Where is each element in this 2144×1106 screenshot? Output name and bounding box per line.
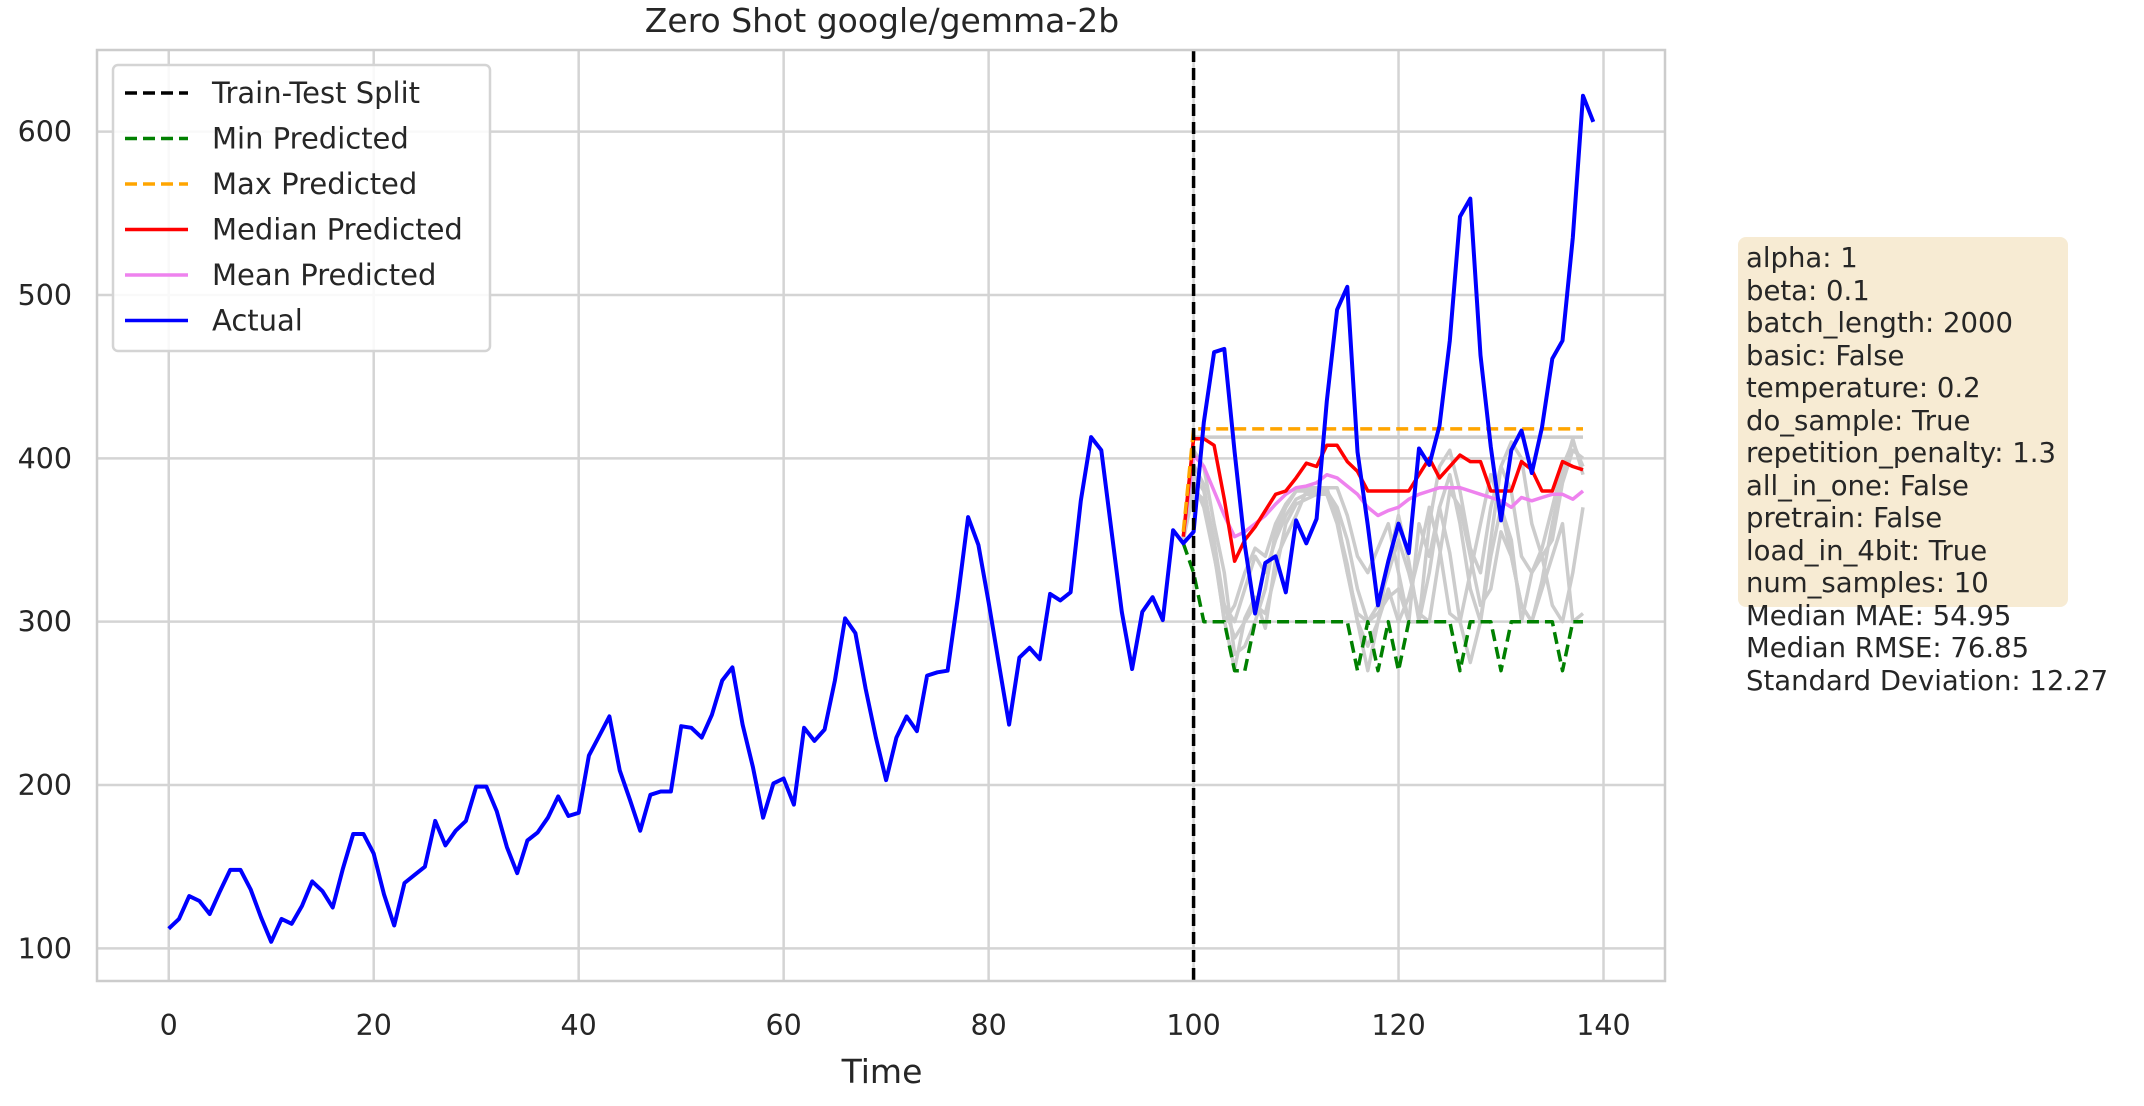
parameter-line: Median MAE: 54.95 bbox=[1746, 599, 2012, 632]
parameters-box bbox=[1738, 237, 2068, 607]
parameter-line: Standard Deviation: 12.27 bbox=[1746, 664, 2109, 697]
x-tick-label: 20 bbox=[356, 1009, 392, 1042]
parameter-line: beta: 0.1 bbox=[1746, 274, 1870, 307]
parameters-list: alpha: 1 beta: 0.1 batch_length: 2000 basic… bbox=[1746, 242, 2108, 697]
median-predicted-line bbox=[1181, 436, 1584, 563]
x-tick-label: 140 bbox=[1576, 1009, 1630, 1042]
legend-box bbox=[111, 63, 492, 353]
mean-predicted-line bbox=[1181, 453, 1585, 539]
parameter-line: all_in_one: False bbox=[1746, 469, 1969, 502]
y-tick-label: 600 bbox=[18, 116, 72, 149]
parameter-line: num_samples: 10 bbox=[1746, 567, 1989, 599]
y-tick-label: 300 bbox=[18, 606, 72, 639]
sample-prediction-lines bbox=[1181, 435, 1585, 673]
legend-label: Min Predicted bbox=[212, 122, 409, 156]
sample-prediction-line bbox=[1181, 463, 1585, 673]
x-tick-labels: 0 20 40 60 80 100 120 140 bbox=[160, 1009, 1631, 1042]
y-tick-label: 200 bbox=[18, 769, 72, 802]
plot-frame bbox=[95, 48, 1667, 983]
y-tick-labels: 100 200 300 400 500 600 bbox=[18, 116, 72, 966]
parameter-line: do_sample: True bbox=[1746, 404, 1971, 437]
parameter-line: temperature: 0.2 bbox=[1746, 372, 1981, 404]
x-tick-label: 60 bbox=[766, 1009, 802, 1042]
actual-line bbox=[167, 93, 1596, 944]
x-axis-label: Time bbox=[841, 1052, 923, 1091]
x-tick-label: 120 bbox=[1371, 1009, 1425, 1042]
parameter-line: Median RMSE: 76.85 bbox=[1746, 632, 2030, 664]
legend-label: Max Predicted bbox=[212, 167, 417, 201]
x-tick-label: 100 bbox=[1166, 1009, 1220, 1042]
grid-lines bbox=[97, 50, 1665, 981]
x-tick-label: 40 bbox=[561, 1009, 597, 1042]
chart-title: Zero Shot google/gemma-2b bbox=[645, 1, 1119, 40]
max-predicted-line bbox=[1181, 427, 1583, 532]
legend-label: Actual bbox=[212, 304, 303, 338]
parameter-line: pretrain: False bbox=[1746, 502, 1943, 534]
legend-label: Median Predicted bbox=[212, 213, 463, 247]
y-tick-label: 500 bbox=[18, 279, 72, 312]
parameter-line: load_in_4bit: True bbox=[1746, 534, 1988, 567]
x-tick-label: 0 bbox=[160, 1009, 178, 1042]
legend-label: Mean Predicted bbox=[212, 258, 436, 292]
parameter-line: batch_length: 2000 bbox=[1746, 307, 2014, 339]
legend: Train-Test Split Min Predicted Max Predict… bbox=[111, 63, 492, 353]
parameter-line: repetition_penalty: 1.3 bbox=[1746, 437, 2056, 469]
legend-label: Train-Test Split bbox=[211, 76, 420, 110]
parameter-line: basic: False bbox=[1746, 339, 1905, 372]
min-predicted-line bbox=[1181, 542, 1583, 673]
y-tick-label: 100 bbox=[18, 932, 72, 965]
parameter-line: alpha: 1 bbox=[1746, 242, 1858, 274]
y-tick-label: 400 bbox=[18, 442, 72, 475]
series-lines bbox=[167, 93, 1596, 944]
x-tick-label: 80 bbox=[970, 1009, 1006, 1042]
sample-prediction-line bbox=[1181, 440, 1585, 657]
